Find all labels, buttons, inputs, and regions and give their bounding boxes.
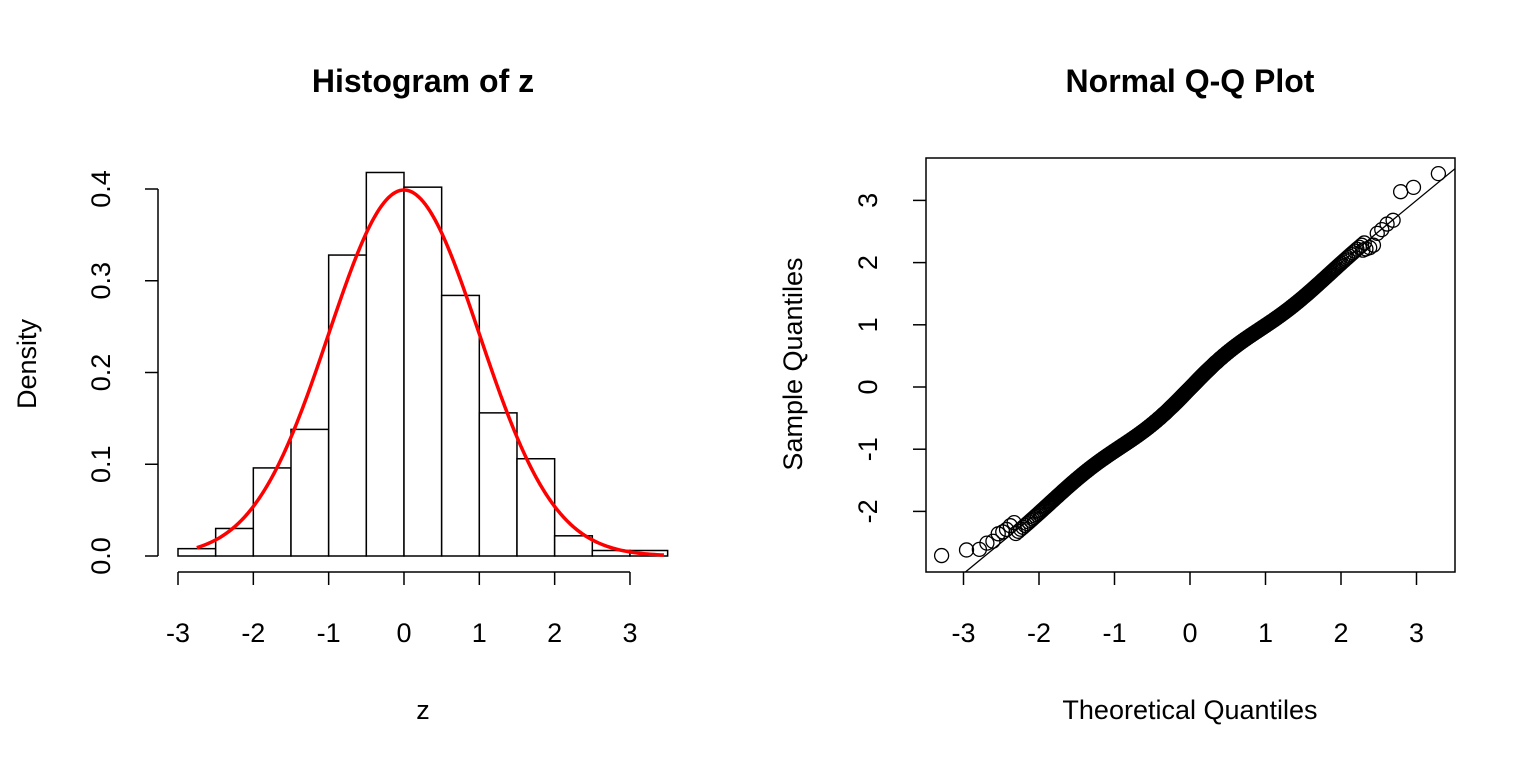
- qq-point-997: [1385, 212, 1401, 228]
- histogram-bar-7: [440, 294, 481, 557]
- histogram-y-tick-label-0: 0.0: [86, 537, 116, 575]
- histogram-bar-8: [478, 412, 518, 557]
- histogram-title: Histogram of z: [312, 63, 534, 99]
- histogram-x-tick-label-2: -1: [317, 618, 341, 648]
- histogram-y-tick-label-2: 0.2: [86, 354, 116, 392]
- qq-point-979: [1356, 235, 1372, 251]
- normal-density-curve: [196, 188, 664, 557]
- qq-x-axis-label: Theoretical Quantiles: [1062, 695, 1317, 725]
- qq-y-tick-label-2: 0: [853, 379, 883, 394]
- qq-point-980: [933, 547, 950, 564]
- histogram-bar-2: [252, 467, 292, 557]
- histogram-y-tick-label-1: 0.1: [86, 445, 116, 483]
- qq-x-tick-label-3: 0: [1182, 618, 1197, 648]
- histogram-bar-10: [553, 535, 594, 557]
- qq-y-axis: -2 -1 0 1 2 3: [853, 193, 926, 523]
- qq-panel: Normal Q-Q Plot Theoretical Quantiles Sa…: [778, 63, 1456, 725]
- qq-point-988: [1002, 518, 1018, 534]
- qq-x-tick-label-6: 3: [1409, 618, 1424, 648]
- qq-point-999: [1405, 179, 1422, 195]
- histogram-bar-4: [327, 254, 368, 557]
- qq-point-994: [1369, 225, 1385, 242]
- qq-points: [933, 165, 1447, 564]
- histogram-y-tick-label-3: 0.3: [86, 262, 116, 300]
- qq-point-989: [1006, 514, 1022, 531]
- qq-x-tick-label-5: 2: [1333, 618, 1348, 648]
- histogram-x-tick-label-3: 0: [396, 618, 411, 648]
- qq-point-1000: [1430, 165, 1447, 182]
- qq-y-tick-label-0: -2: [853, 499, 883, 523]
- qq-point-995: [1374, 221, 1390, 238]
- histogram-bar-5: [365, 171, 405, 557]
- qq-point-992: [1362, 240, 1378, 256]
- qq-plot-box: [925, 157, 1456, 573]
- histogram-bar-6: [403, 186, 443, 557]
- histogram-bar-0: [177, 547, 217, 557]
- histogram-x-tick-label-4: 1: [472, 618, 487, 648]
- histogram-x-tick-label-6: 3: [622, 618, 637, 648]
- qq-y-tick-label-4: 2: [853, 255, 883, 270]
- histogram-panel: Histogram of z z Density -3 -2 -1 0 1 2 3 0.00…: [12, 63, 669, 725]
- histogram-bar-1: [214, 527, 255, 557]
- histogram-y-tick-label-4: 0.4: [86, 170, 116, 208]
- qq-point-983: [979, 535, 995, 551]
- qq-x-tick-label-4: 1: [1258, 618, 1273, 648]
- qq-y-tick-label-1: -1: [853, 437, 883, 461]
- qq-point-984: [985, 533, 1001, 549]
- histogram-x-tick-label-0: -3: [166, 618, 190, 648]
- histogram-y-axis-label: Density: [12, 318, 42, 409]
- qq-x-tick-label-1: -2: [1027, 618, 1051, 648]
- histogram-y-axis: 0.0 0.1 0.2 0.3 0.4: [86, 170, 159, 575]
- qq-title: Normal Q-Q Plot: [1066, 63, 1315, 99]
- qq-x-tick-label-2: -1: [1102, 618, 1126, 648]
- histogram-x-tick-label-5: 2: [547, 618, 562, 648]
- qq-y-tick-label-5: 3: [853, 193, 883, 208]
- qq-x-axis: -3 -2 -1 0 1 2 3: [951, 572, 1424, 648]
- qq-point-993: [1365, 237, 1382, 253]
- qq-x-tick-label-0: -3: [951, 618, 975, 648]
- qq-point-998: [1392, 184, 1409, 200]
- histogram-bar-3: [290, 428, 330, 557]
- qq-y-axis-label: Sample Quantiles: [778, 257, 808, 470]
- histogram-x-axis: -3 -2 -1 0 1 2 3: [166, 571, 637, 648]
- histogram-x-tick-label-1: -2: [241, 618, 265, 648]
- qq-point-981: [958, 542, 975, 558]
- histogram-x-axis-label: z: [416, 695, 430, 725]
- histogram-bars: [177, 171, 669, 557]
- qq-y-tick-label-3: 1: [853, 317, 883, 332]
